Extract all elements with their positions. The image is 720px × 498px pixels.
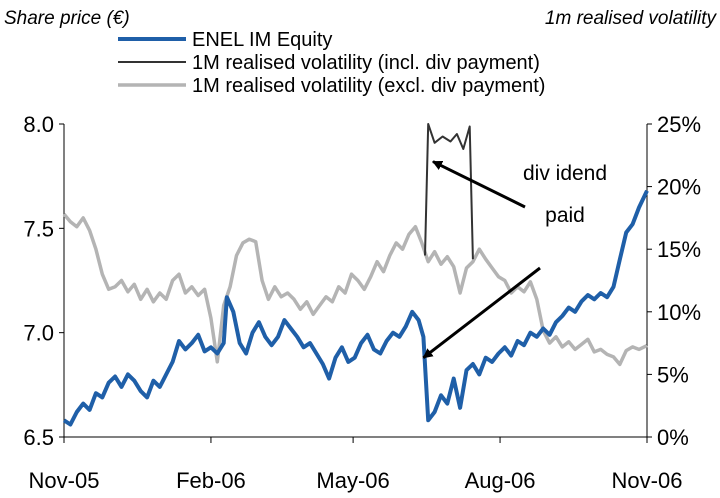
right-tick-label: 25%	[657, 112, 701, 137]
annotation-line2: paid	[545, 204, 585, 227]
annotation-arrow-1	[432, 160, 526, 209]
left-tick-label: 7.5	[23, 216, 54, 241]
dividend-annotation: div idend paid	[422, 160, 607, 359]
x-tick-label: Nov-05	[29, 468, 100, 493]
series-layer	[62, 123, 649, 427]
x-tick-label: Feb-06	[176, 468, 246, 493]
series-line-3	[62, 212, 648, 367]
series-line-1	[62, 189, 649, 427]
x-tick-label: Aug-06	[465, 468, 536, 493]
axes: 6.5 7.0 7.5 8.0 0% 5% 10% 15% 20% 25% Nov-05 Feb-06…	[23, 112, 701, 493]
legend-label-3: 1M realised volatility (excl. div paymen…	[192, 75, 545, 97]
right-axis-title: 1m realised volatility	[545, 8, 718, 29]
series-line-2	[424, 123, 474, 260]
annotation-arrow-2	[422, 266, 541, 359]
left-tick-label: 7.0	[23, 321, 54, 346]
right-tick-label: 0%	[657, 425, 689, 450]
left-tick-label: 6.5	[23, 425, 54, 450]
legend-label-1: ENEL IM Equity	[192, 29, 332, 51]
annotation-line1: div idend	[523, 162, 607, 185]
x-tick-label: Nov-06	[612, 468, 683, 493]
right-tick-label: 20%	[657, 175, 701, 200]
left-axis-title: Share price (€)	[4, 8, 130, 29]
right-tick-label: 15%	[657, 237, 701, 262]
right-tick-label: 5%	[657, 362, 689, 387]
right-tick-label: 10%	[657, 300, 701, 325]
left-tick-label: 8.0	[23, 112, 54, 137]
x-tick-label: May-06	[316, 468, 389, 493]
legend-label-2: 1M realised volatility (incl. div paymen…	[192, 52, 540, 74]
